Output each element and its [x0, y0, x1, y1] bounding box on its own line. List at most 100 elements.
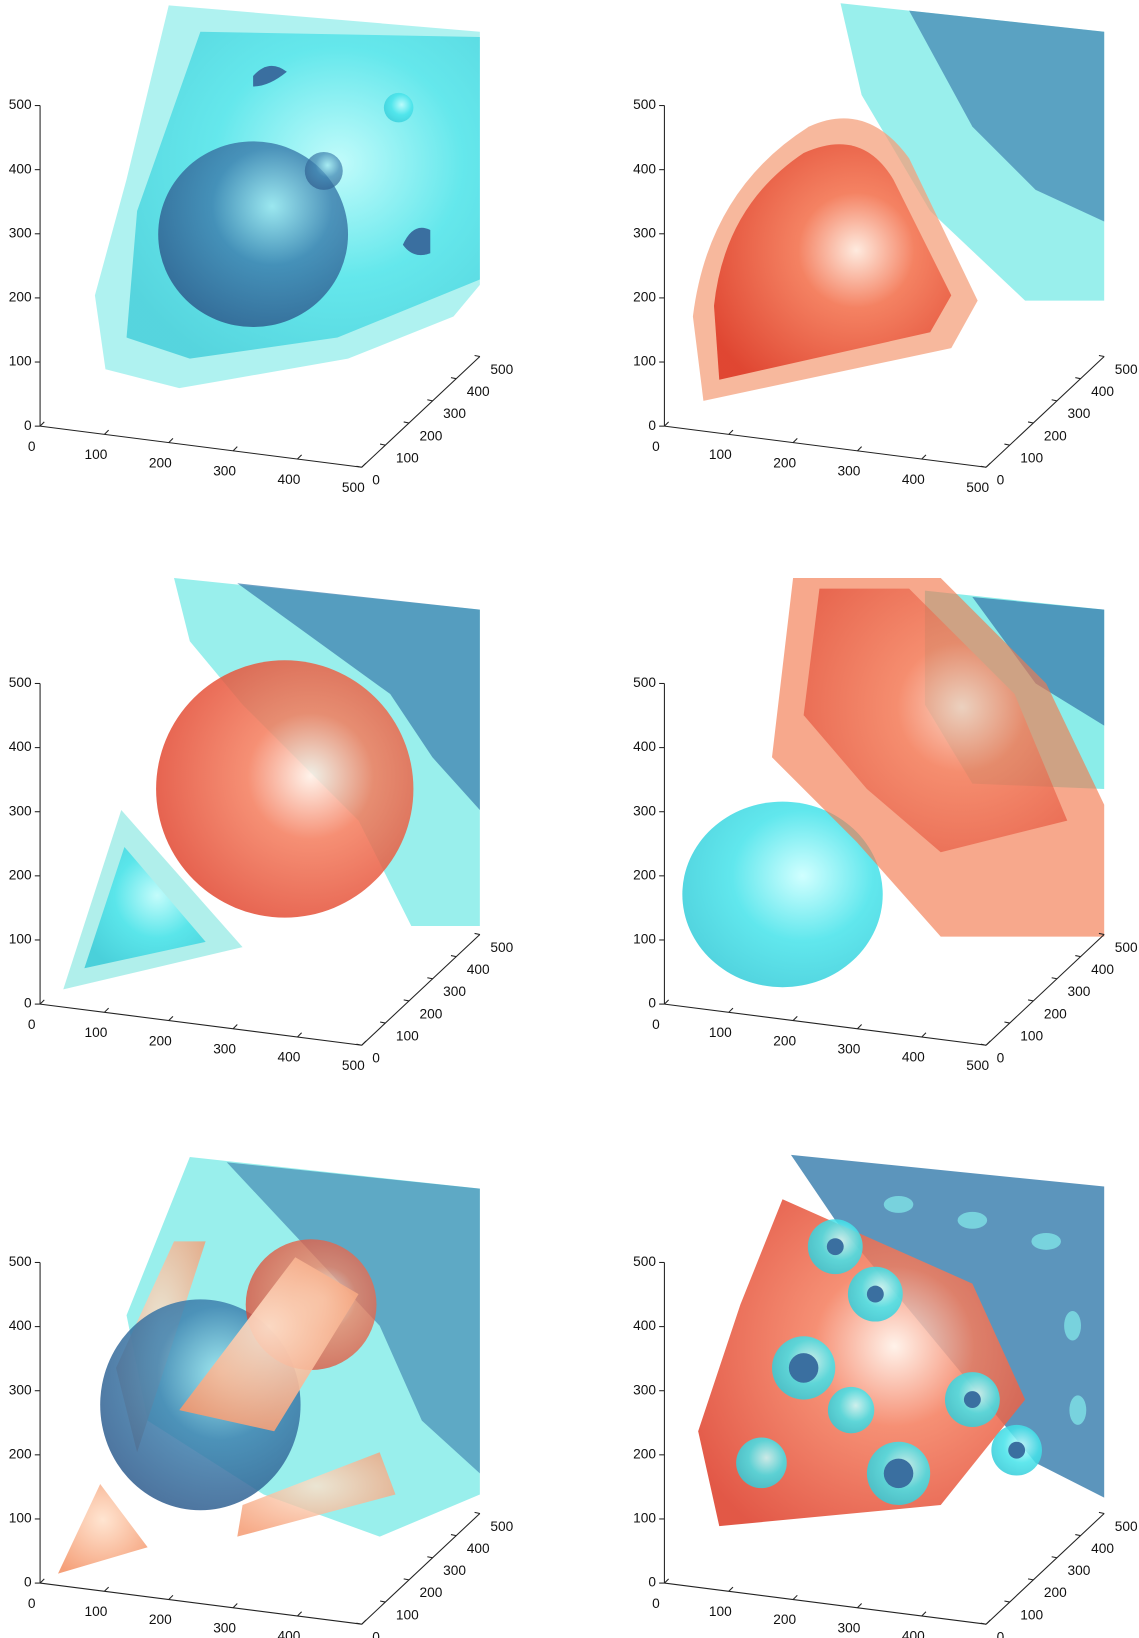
z-tick-label: 500 — [633, 97, 656, 112]
z-tick-label: 400 — [9, 739, 32, 754]
y-tick — [1052, 978, 1057, 979]
z-tick-label: 100 — [633, 354, 656, 369]
z-tick-label: 400 — [633, 739, 656, 754]
y-tick — [1075, 1535, 1080, 1536]
x-tick — [169, 1016, 173, 1020]
z-tick-label: 300 — [9, 1382, 32, 1397]
y-tick — [404, 422, 409, 423]
z-tick-label: 200 — [633, 1446, 656, 1461]
y-tick — [427, 400, 432, 401]
y-tick-label: 0 — [997, 473, 1005, 488]
y-tick-label: 100 — [1020, 1028, 1043, 1043]
z-tick-label: 300 — [633, 1382, 656, 1397]
x-tick — [362, 1620, 366, 1624]
x-tick — [729, 1008, 733, 1012]
y-tick — [451, 1535, 456, 1536]
y-tick-label: 0 — [372, 473, 380, 488]
z-tick-label: 200 — [9, 1446, 32, 1461]
z-tick-label: 100 — [633, 932, 656, 947]
y-tick-label: 200 — [1044, 1006, 1067, 1021]
x-tick-label: 100 — [85, 447, 108, 462]
x-tick-label: 200 — [773, 1033, 796, 1048]
x-tick — [729, 430, 733, 434]
y-tick — [1028, 422, 1033, 423]
x-tick — [857, 1025, 861, 1029]
z-tick-label: 300 — [633, 225, 656, 240]
y-tick-label: 400 — [1091, 384, 1114, 399]
y-tick — [1052, 400, 1057, 401]
x-tick-label: 400 — [902, 1629, 925, 1638]
y-tick-label: 400 — [467, 1541, 490, 1556]
x-tick — [664, 1579, 668, 1583]
x-tick — [664, 422, 668, 426]
x-tick-label: 0 — [28, 1596, 36, 1611]
z-tick-label: 0 — [648, 996, 656, 1011]
y-tick — [380, 1022, 385, 1023]
x-tick — [233, 1604, 237, 1608]
z-tick-label: 100 — [9, 1511, 32, 1526]
y-tick-label: 0 — [997, 1630, 1005, 1638]
y-tick — [475, 355, 480, 356]
x-tick — [857, 447, 861, 451]
z-tick-label: 100 — [9, 932, 32, 947]
x-tick-label: 0 — [652, 1017, 660, 1032]
x-tick — [169, 1595, 173, 1599]
y-tick-label: 100 — [396, 1028, 419, 1043]
y-tick-label: 400 — [1091, 1541, 1114, 1556]
y-tick-label: 300 — [1067, 406, 1090, 421]
y-tick — [475, 933, 480, 934]
x-tick — [233, 1025, 237, 1029]
x-tick — [169, 438, 173, 442]
x-tick-label: 400 — [278, 472, 301, 487]
x-tick-label: 200 — [773, 455, 796, 470]
y-tick-label: 200 — [1044, 428, 1067, 443]
y-tick — [427, 1557, 432, 1558]
y-tick — [404, 1579, 409, 1580]
x-tick — [793, 1016, 797, 1020]
y-tick-label: 400 — [467, 962, 490, 977]
x-tick-label: 100 — [85, 1025, 108, 1040]
x-tick — [793, 1595, 797, 1599]
y-tick-label: 300 — [1067, 1563, 1090, 1578]
x-tick — [664, 1000, 668, 1004]
y-tick-label: 100 — [1020, 450, 1043, 465]
y-tick — [380, 1601, 385, 1602]
x-tick-label: 500 — [342, 480, 365, 495]
y-tick-label: 100 — [396, 1607, 419, 1622]
x-tick — [922, 1033, 926, 1037]
x-tick — [986, 1041, 990, 1045]
z-tick-label: 500 — [9, 675, 32, 690]
y-tick — [1075, 378, 1080, 379]
panel-5: 0100200300400500010020030040050001002003… — [9, 1157, 514, 1638]
x-tick — [362, 1041, 366, 1045]
page: {"chart_data": [ {"type": "isosurface3d"… — [0, 0, 1139, 1638]
y-tick — [1028, 1000, 1033, 1001]
y-tick-label: 500 — [490, 362, 513, 377]
x-tick-label: 200 — [149, 1033, 172, 1048]
z-tick-label: 500 — [9, 1254, 32, 1269]
y-tick — [1028, 1579, 1033, 1580]
x-tick-label: 200 — [149, 455, 172, 470]
x-tick — [362, 463, 366, 467]
y-tick-label: 300 — [443, 1563, 466, 1578]
x-tick — [104, 430, 108, 434]
y-tick-label: 200 — [420, 1585, 443, 1600]
y-tick — [1004, 1601, 1009, 1602]
x-tick — [793, 438, 797, 442]
x-tick-label: 300 — [213, 1041, 236, 1056]
y-tick-label: 300 — [1067, 984, 1090, 999]
x-tick-label: 500 — [342, 1058, 365, 1073]
x-tick-label: 300 — [838, 1041, 861, 1056]
x-tick — [922, 1612, 926, 1616]
x-tick-label: 300 — [213, 1620, 236, 1635]
x-tick-label: 500 — [966, 1058, 989, 1073]
y-tick — [1099, 355, 1104, 356]
z-tick-label: 400 — [9, 1318, 32, 1333]
y-tick-label: 200 — [420, 1006, 443, 1021]
z-tick-label: 300 — [9, 803, 32, 818]
x-tick — [986, 463, 990, 467]
isosurface — [63, 578, 480, 989]
z-tick-label: 0 — [648, 1575, 656, 1590]
x-tick — [986, 1620, 990, 1624]
z-tick-label: 400 — [633, 161, 656, 176]
